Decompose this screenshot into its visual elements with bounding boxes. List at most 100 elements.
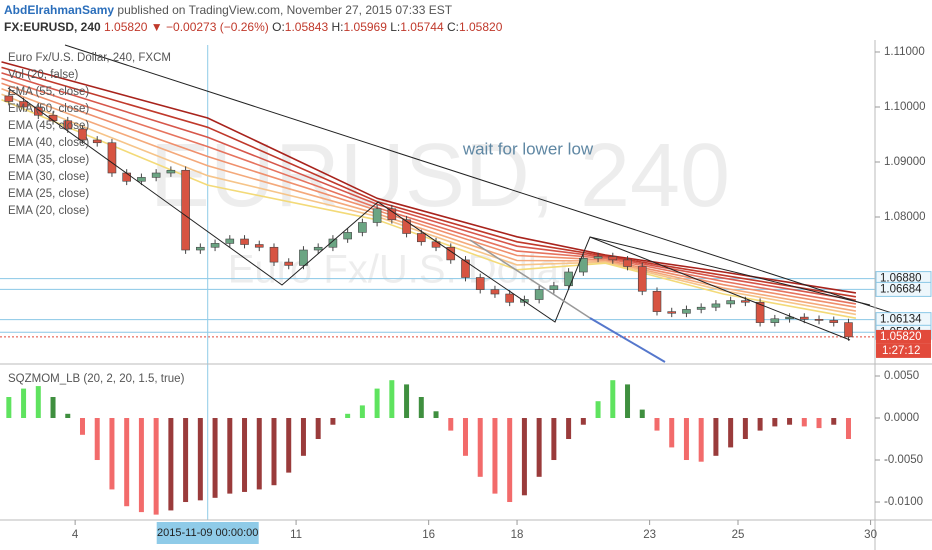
candle-body bbox=[549, 285, 559, 290]
y-tick-label: -0.0050 bbox=[884, 454, 923, 466]
candle-body bbox=[4, 95, 14, 102]
ema-lines bbox=[1, 61, 857, 319]
momentum-bar bbox=[21, 388, 27, 419]
last-price: 1.05820 bbox=[104, 20, 148, 34]
candle-body bbox=[637, 266, 647, 292]
ema-line bbox=[1, 66, 857, 298]
momentum-bar bbox=[374, 388, 380, 419]
momentum-bar bbox=[50, 397, 56, 419]
last-price-label: 1.05820 bbox=[880, 331, 922, 343]
momentum-bar bbox=[742, 418, 748, 440]
ema-line bbox=[1, 72, 857, 301]
candle-body bbox=[711, 303, 721, 308]
candle-body bbox=[652, 290, 662, 312]
level-label: 1.06880 bbox=[880, 273, 922, 285]
momentum-bar bbox=[242, 418, 248, 492]
open-label: O: bbox=[272, 20, 285, 34]
open: 1.05843 bbox=[284, 20, 329, 34]
zigzag-line bbox=[7, 87, 851, 341]
candle-body bbox=[814, 319, 824, 321]
change: −0.00273 (−0.26%) bbox=[166, 20, 269, 34]
candle-body bbox=[755, 301, 765, 323]
momentum-bar bbox=[448, 418, 454, 431]
momentum-bar bbox=[79, 418, 85, 435]
candle-body bbox=[63, 120, 73, 130]
momentum-bar bbox=[183, 418, 189, 503]
candle-body bbox=[667, 311, 677, 314]
close: 1.05820 bbox=[459, 20, 503, 34]
candle-body bbox=[564, 271, 573, 287]
momentum-bar bbox=[669, 418, 675, 448]
momentum-bar bbox=[138, 418, 144, 513]
candle-body bbox=[137, 177, 146, 182]
momentum-bar bbox=[801, 418, 807, 427]
momentum-bar bbox=[625, 384, 631, 419]
candle-body bbox=[358, 222, 367, 233]
x-tick-label: 30 bbox=[864, 529, 877, 541]
momentum-bar bbox=[831, 418, 837, 425]
low: 1.05744 bbox=[400, 20, 444, 34]
momentum-bar bbox=[168, 418, 174, 511]
candle-body bbox=[416, 233, 426, 243]
drawings bbox=[7, 44, 899, 363]
candle-body bbox=[299, 249, 308, 266]
momentum-bar bbox=[654, 418, 660, 431]
candle-body bbox=[166, 169, 176, 174]
candle-body bbox=[475, 277, 485, 290]
momentum-bar bbox=[433, 411, 439, 419]
indicator-title: SQZMOM_LB (20, 2, 20, 1.5, true) bbox=[8, 373, 185, 385]
momentum-bar bbox=[551, 418, 557, 461]
ema-line bbox=[1, 88, 857, 312]
candle-body bbox=[196, 246, 205, 251]
candle-body bbox=[682, 309, 691, 314]
candle-body bbox=[608, 256, 618, 261]
author[interactable]: AbdElrahmanSamy bbox=[4, 3, 115, 17]
symbol: FX:EURUSD, 240 bbox=[4, 20, 101, 34]
candle-body bbox=[328, 238, 338, 248]
candle-body bbox=[284, 261, 294, 266]
legend-entry: EMA (35, close) bbox=[8, 154, 89, 166]
momentum-bar bbox=[639, 409, 645, 419]
quote-line: FX:EURUSD, 240 1.05820 ▼ −0.00273 (−0.26… bbox=[4, 19, 502, 36]
candle-body bbox=[770, 318, 780, 323]
momentum-bar bbox=[507, 418, 513, 503]
candle-body bbox=[726, 300, 735, 305]
candle-body bbox=[254, 244, 264, 248]
candle-body bbox=[696, 306, 706, 310]
x-tick-label: 18 bbox=[511, 529, 524, 541]
ema-line bbox=[1, 77, 857, 305]
legend-entry: EMA (25, close) bbox=[8, 188, 89, 200]
ema-line bbox=[1, 61, 857, 294]
momentum-bar bbox=[227, 418, 233, 494]
candle-body bbox=[829, 320, 839, 323]
y-tick-label: -0.0100 bbox=[884, 496, 923, 508]
candle-body bbox=[505, 293, 514, 303]
legend-entry: EMA (20, close) bbox=[8, 205, 89, 217]
high-label: H: bbox=[331, 20, 344, 34]
candle-body bbox=[741, 300, 750, 303]
momentum-bar bbox=[315, 418, 321, 440]
candle-body bbox=[122, 172, 131, 182]
candle-body bbox=[844, 322, 853, 338]
y-tick-label: 0.0050 bbox=[884, 370, 919, 382]
momentum-bar bbox=[521, 418, 527, 496]
momentum-bar bbox=[286, 418, 292, 473]
candle-body bbox=[593, 256, 603, 259]
momentum-bar bbox=[595, 401, 601, 419]
y-tick-label: 0.0000 bbox=[884, 412, 919, 424]
candle-body bbox=[402, 219, 411, 234]
low-label: L: bbox=[390, 20, 401, 34]
momentum-bar bbox=[580, 418, 586, 425]
trend-line bbox=[589, 236, 871, 306]
momentum-bar bbox=[536, 418, 542, 477]
change-arrow: ▼ bbox=[150, 20, 163, 34]
y-tick-label: 1.09000 bbox=[884, 156, 926, 168]
legend-volume: Vol (20, false) bbox=[8, 69, 78, 81]
candle-body bbox=[490, 289, 500, 295]
x-tick-label: 25 bbox=[732, 529, 745, 541]
momentum-bar bbox=[845, 418, 851, 440]
y-tick-label: 1.11000 bbox=[884, 46, 925, 58]
countdown-box bbox=[876, 343, 931, 358]
candle-body bbox=[343, 232, 352, 240]
